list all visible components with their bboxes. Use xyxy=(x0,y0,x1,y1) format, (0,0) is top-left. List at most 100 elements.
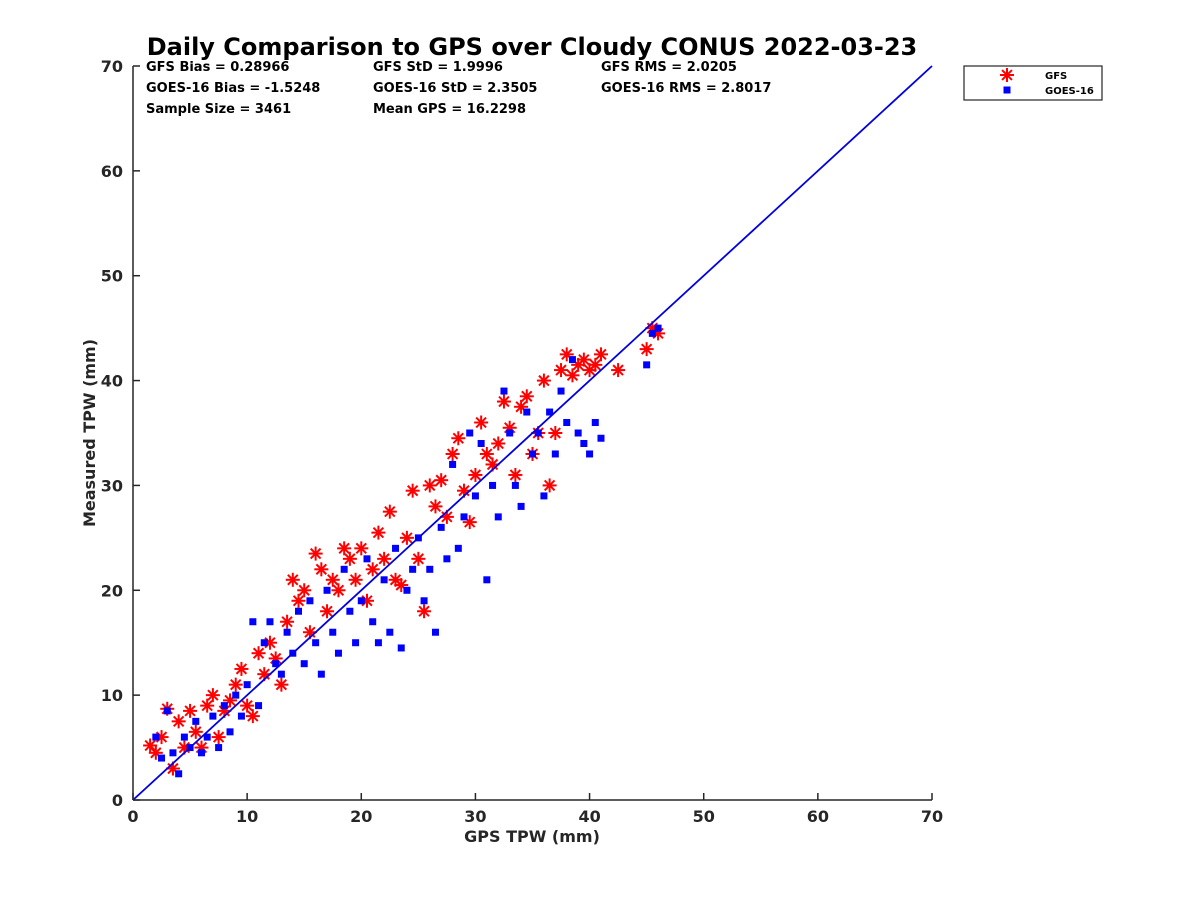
legend-goes16-marker xyxy=(1003,86,1011,94)
goes16-point xyxy=(323,586,331,594)
gfs-point xyxy=(337,541,352,556)
goes16-point xyxy=(203,733,211,741)
gfs-point xyxy=(371,525,386,540)
goes16-point xyxy=(237,712,245,720)
gfs-point xyxy=(508,467,523,482)
legend-goes16-symbol xyxy=(1003,86,1011,94)
goes16-point xyxy=(534,429,542,437)
gfs-point xyxy=(211,730,226,745)
stat-sample-size: Sample Size = 3461 xyxy=(146,102,291,117)
gfs-point xyxy=(576,352,591,367)
goes16-point xyxy=(443,555,451,563)
goes16-point xyxy=(506,429,514,437)
gfs-point xyxy=(143,738,158,753)
x-tick-label: 70 xyxy=(921,807,943,826)
goes16-point xyxy=(460,513,468,521)
gfs-point xyxy=(565,368,580,383)
goes16-point xyxy=(340,565,348,573)
goes16-point xyxy=(266,618,274,626)
goes16-point xyxy=(374,639,382,647)
points-layer xyxy=(143,321,666,778)
goes16-point xyxy=(654,324,662,332)
y-tick-label: 60 xyxy=(101,162,123,181)
gfs-point xyxy=(382,504,397,519)
gfs-point xyxy=(417,604,432,619)
gfs-point xyxy=(171,714,186,729)
goes16-point xyxy=(523,408,531,416)
gfs-point xyxy=(514,399,529,414)
goes16-point xyxy=(369,618,377,626)
goes16-point xyxy=(494,513,502,521)
y-tick-label: 50 xyxy=(101,267,123,286)
goes16-point xyxy=(557,387,565,395)
goes16-point xyxy=(277,670,285,678)
gfs-point xyxy=(474,415,489,430)
stat-gfs-rms: GFS RMS = 2.0205 xyxy=(601,60,737,75)
goes16-point xyxy=(454,544,462,552)
gfs-point xyxy=(411,551,426,566)
stat-goes-bias: GOES-16 Bias = -1.5248 xyxy=(146,81,320,96)
gfs-point xyxy=(542,478,557,493)
gfs-point xyxy=(274,677,289,692)
x-tick-label: 0 xyxy=(127,807,138,826)
gfs-point xyxy=(536,373,551,388)
goes16-point xyxy=(169,749,177,757)
goes16-point xyxy=(426,565,434,573)
gfs-point xyxy=(593,347,608,362)
x-tick-label: 20 xyxy=(350,807,372,826)
goes16-point xyxy=(346,607,354,615)
gfs-point xyxy=(399,530,414,545)
gfs-point xyxy=(297,583,312,598)
goes16-point xyxy=(380,576,388,584)
goes16-point xyxy=(431,628,439,636)
gfs-point xyxy=(451,431,466,446)
goes16-point xyxy=(591,419,599,427)
y-tick-label: 70 xyxy=(101,57,123,76)
goes16-point xyxy=(163,707,171,715)
goes16-point xyxy=(409,565,417,573)
gfs-point xyxy=(228,677,243,692)
legend-goes16-label: GOES-16 xyxy=(1045,86,1094,97)
y-tick-label: 0 xyxy=(112,791,123,810)
gfs-point xyxy=(234,661,249,676)
gfs-point xyxy=(308,546,323,561)
goes16-point xyxy=(283,628,291,636)
goes16-point xyxy=(226,728,234,736)
ticks-layer: 0 10 20 30 40 50 60 70 0 10 20 30 40 50 60 70 xyxy=(101,57,943,826)
goes16-point xyxy=(483,576,491,584)
goes16-point xyxy=(648,329,656,337)
goes16-point xyxy=(180,733,188,741)
gfs-point xyxy=(422,478,437,493)
stat-goes-std: GOES-16 StD = 2.3505 xyxy=(373,81,537,96)
goes16-point xyxy=(551,450,559,458)
goes16-point xyxy=(215,744,223,752)
gfs-point xyxy=(314,562,329,577)
goes16-point xyxy=(574,429,582,437)
stat-mean-gps: Mean GPS = 16.2298 xyxy=(373,102,526,117)
x-axis-label: GPS TPW (mm) xyxy=(464,827,600,846)
goes16-point xyxy=(197,749,205,757)
goes16-point xyxy=(489,481,497,489)
gfs-point xyxy=(320,604,335,619)
gfs-point xyxy=(200,698,215,713)
gfs-point xyxy=(285,572,300,587)
gfs-point xyxy=(468,467,483,482)
gfs-point xyxy=(639,342,654,357)
goes16-point xyxy=(295,607,303,615)
gfs-point xyxy=(554,363,569,378)
goes16-point xyxy=(363,555,371,563)
goes16-point xyxy=(586,450,594,458)
gfs-point xyxy=(205,688,220,703)
goes16-point xyxy=(192,717,200,725)
stat-gfs-bias: GFS Bias = 0.28966 xyxy=(146,60,289,75)
goes16-point xyxy=(260,639,268,647)
y-tick-label: 30 xyxy=(101,476,123,495)
plot-area: 0 10 20 30 40 50 60 70 0 10 20 30 40 50 60 70 xyxy=(101,57,943,826)
stat-gfs-std: GFS StD = 1.9996 xyxy=(373,60,503,75)
goes16-point xyxy=(580,439,588,447)
goes16-point xyxy=(243,681,251,689)
goes16-point xyxy=(175,770,183,778)
stats-block: GFS Bias = 0.28966 GFS StD = 1.9996 GFS … xyxy=(146,60,771,117)
x-tick-label: 50 xyxy=(693,807,715,826)
